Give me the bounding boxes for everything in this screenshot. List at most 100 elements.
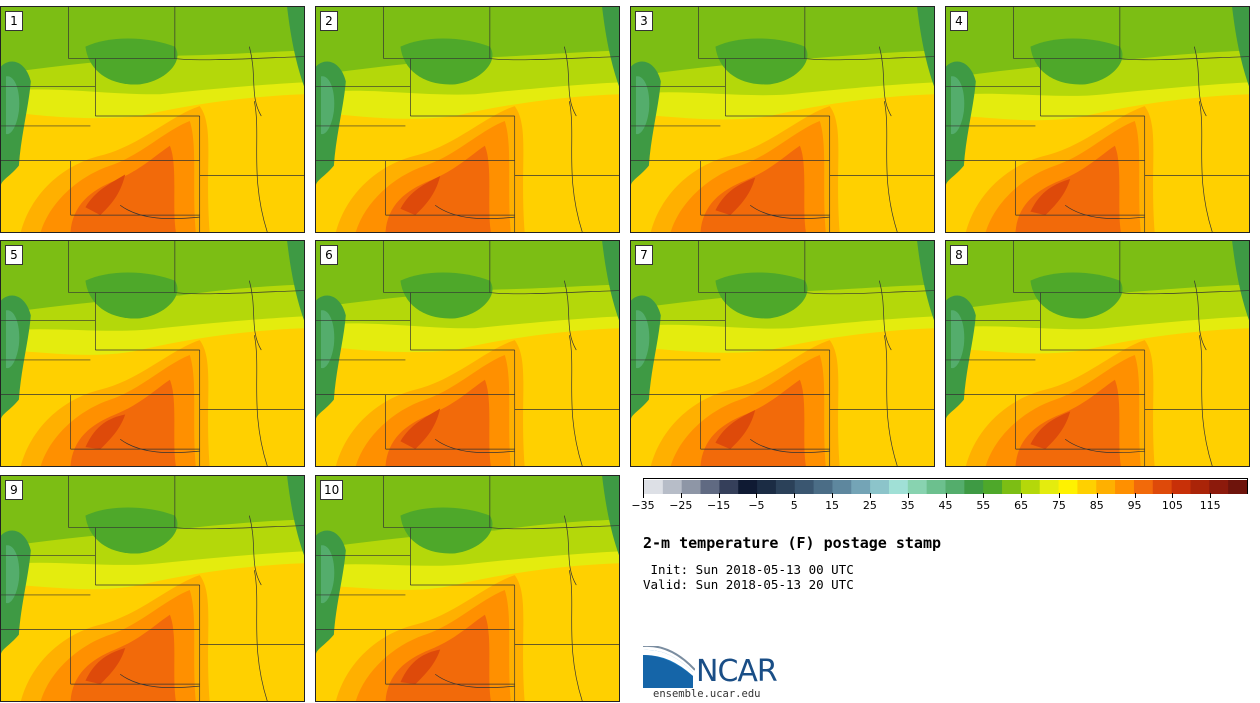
plot-title: 2-m temperature (F) postage stamp — [643, 534, 941, 552]
stamp-panel-7: 7 — [630, 240, 935, 467]
member-label: 1 — [5, 11, 23, 31]
colorbar-tick-label: −25 — [669, 499, 692, 512]
colorbar-swatch — [927, 480, 946, 494]
colorbar-swatch — [682, 480, 701, 494]
colorbar-tick — [643, 493, 644, 498]
temperature-map — [316, 241, 619, 466]
ncar-wordmark: NCAR — [696, 656, 777, 688]
colorbar-tick — [946, 493, 947, 498]
colorbar-tick-label: −5 — [748, 499, 764, 512]
colorbar-swatch — [814, 480, 833, 494]
colorbar-tick — [1135, 493, 1136, 498]
temperature-map — [631, 241, 934, 466]
member-label: 7 — [635, 245, 653, 265]
colorbar-tick-label: −15 — [707, 499, 730, 512]
colorbar-swatch — [1190, 480, 1209, 494]
colorbar-tick — [1059, 493, 1060, 498]
colorbar-swatch — [1059, 480, 1078, 494]
colorbar-tick — [1021, 493, 1022, 498]
colorbar-tick-label: 45 — [939, 499, 953, 512]
temperature-map — [1, 476, 304, 701]
colorbar-tick — [832, 493, 833, 498]
colorbar-swatch — [889, 480, 908, 494]
colorbar-swatch — [644, 480, 663, 494]
colorbar-tick — [1210, 493, 1211, 498]
valid-time: Valid: Sun 2018-05-13 20 UTC — [643, 577, 854, 592]
colorbar-swatch — [1002, 480, 1021, 494]
member-label: 2 — [320, 11, 338, 31]
member-label: 3 — [635, 11, 653, 31]
colorbar-tick-label: 105 — [1162, 499, 1183, 512]
time-info: Init: Sun 2018-05-13 00 UTC Valid: Sun 20… — [643, 562, 854, 592]
colorbar-swatch — [701, 480, 720, 494]
colorbar-swatch — [1115, 480, 1134, 494]
temperature-map — [316, 476, 619, 701]
colorbar-swatches — [644, 480, 1247, 494]
stamp-panel-5: 5 — [0, 240, 305, 467]
ncar-swoosh-icon — [643, 646, 695, 690]
colorbar-swatch — [1040, 480, 1059, 494]
colorbar-tick — [681, 493, 682, 498]
member-label: 9 — [5, 480, 23, 500]
stamp-panel-3: 3 — [630, 6, 935, 233]
colorbar-swatch — [776, 480, 795, 494]
stamp-panel-4: 4 — [945, 6, 1250, 233]
colorbar-swatch — [983, 480, 1002, 494]
colorbar-swatch — [832, 480, 851, 494]
init-time: Init: Sun 2018-05-13 00 UTC — [643, 562, 854, 577]
colorbar-swatch — [1096, 480, 1115, 494]
colorbar-swatch — [851, 480, 870, 494]
colorbar-tick-label: 65 — [1014, 499, 1028, 512]
colorbar-tick-label: 25 — [863, 499, 877, 512]
colorbar-swatch — [946, 480, 965, 494]
colorbar-swatch — [738, 480, 757, 494]
colorbar-swatch — [1077, 480, 1096, 494]
colorbar-swatch — [870, 480, 889, 494]
colorbar-tick-label: 15 — [825, 499, 839, 512]
colorbar — [643, 478, 1248, 494]
colorbar-tick — [719, 493, 720, 498]
stamp-panel-2: 2 — [315, 6, 620, 233]
colorbar-tick-label: −35 — [631, 499, 654, 512]
stamp-panel-8: 8 — [945, 240, 1250, 467]
temperature-map — [631, 7, 934, 232]
colorbar-tick — [756, 493, 757, 498]
colorbar-swatch — [908, 480, 927, 494]
colorbar-tick — [870, 493, 871, 498]
stamp-panel-10: 10 — [315, 475, 620, 702]
stamp-panel-6: 6 — [315, 240, 620, 467]
temperature-map — [946, 7, 1249, 232]
colorbar-swatch — [719, 480, 738, 494]
member-label: 8 — [950, 245, 968, 265]
colorbar-swatch — [1134, 480, 1153, 494]
colorbar-tick-label: 115 — [1200, 499, 1221, 512]
colorbar-swatch — [1228, 480, 1247, 494]
colorbar-swatch — [757, 480, 776, 494]
temperature-map — [1, 241, 304, 466]
colorbar-swatch — [1153, 480, 1172, 494]
colorbar-tick — [983, 493, 984, 498]
colorbar-tick — [1097, 493, 1098, 498]
colorbar-swatch — [663, 480, 682, 494]
member-label: 5 — [5, 245, 23, 265]
colorbar-tick-label: 85 — [1090, 499, 1104, 512]
member-label: 6 — [320, 245, 338, 265]
colorbar-tick-label: 55 — [976, 499, 990, 512]
colorbar-tick-label: 35 — [901, 499, 915, 512]
ensemble-url: ensemble.ucar.edu — [653, 688, 760, 700]
stamp-panel-9: 9 — [0, 475, 305, 702]
colorbar-swatch — [964, 480, 983, 494]
ncar-logo: NCAR ensemble.ucar.edu — [643, 644, 793, 702]
stamp-panel-1: 1 — [0, 6, 305, 233]
colorbar-tick — [1172, 493, 1173, 498]
colorbar-tick-label: 75 — [1052, 499, 1066, 512]
colorbar-tick — [794, 493, 795, 498]
member-label: 4 — [950, 11, 968, 31]
temperature-map — [946, 241, 1249, 466]
colorbar-tick-label: 95 — [1128, 499, 1142, 512]
colorbar-swatch — [1209, 480, 1228, 494]
colorbar-tick-label: 5 — [791, 499, 798, 512]
colorbar-ticks: −35 −25 −15 −5 5 15 25 35 45 55 65 75 85 95 105 115 — [633, 493, 1258, 517]
temperature-map — [316, 7, 619, 232]
colorbar-swatch — [1021, 480, 1040, 494]
